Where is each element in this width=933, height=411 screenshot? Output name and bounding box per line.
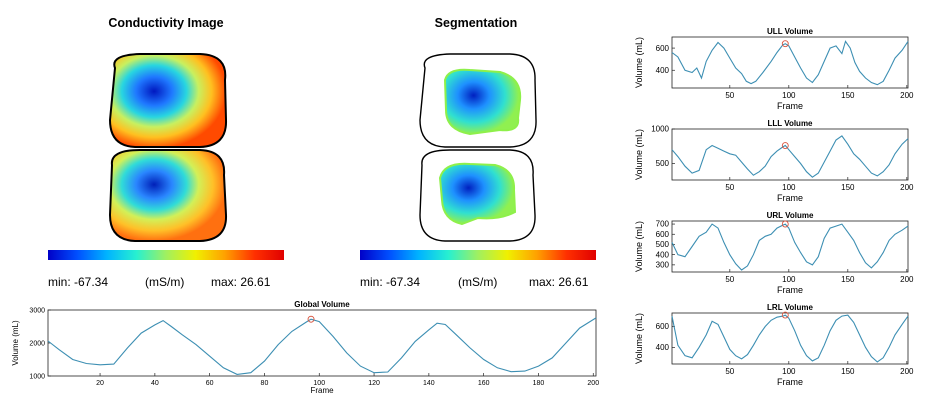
global-x-tick-label: 100: [313, 380, 325, 387]
global-x-tick-label: 80: [261, 380, 269, 387]
lll-chart-title: LLL Volume: [767, 119, 813, 128]
segmentation-colorbar: [360, 250, 596, 260]
lrl-chart-title: LRL Volume: [767, 303, 813, 312]
ull-y-tick-label: 600: [656, 44, 670, 53]
url-y-tick-label: 300: [656, 261, 670, 270]
ull-y-tick-label: 400: [656, 66, 670, 75]
url-x-tick-label: 150: [841, 275, 855, 284]
lrl-y-axis-label: Volume (mL): [634, 313, 644, 364]
global-chart-title: Global Volume: [294, 300, 350, 309]
conductivity-colorbar: [48, 250, 284, 260]
lrl-current-frame-marker: [781, 311, 789, 319]
url-y-tick-label: 600: [656, 230, 670, 239]
lrl-y-tick-label: 400: [656, 343, 670, 352]
global-x-axis-label: Frame: [310, 386, 334, 395]
url-plot-area: [671, 220, 909, 273]
lll-x-axis-label: Frame: [777, 193, 803, 203]
lrl-x-tick-label: 200: [900, 367, 914, 376]
lrl-x-tick-label: 100: [782, 367, 796, 376]
ull-x-tick-label: 150: [841, 91, 855, 100]
ull-x-tick-label: 200: [900, 91, 914, 100]
url-y-tick-label: 400: [656, 250, 670, 259]
global-x-tick-label: 140: [423, 380, 435, 387]
ull-chart-title: ULL Volume: [767, 27, 813, 36]
global-x-tick-label: 160: [478, 380, 490, 387]
url-y-axis-label: Volume (mL): [634, 221, 644, 272]
lrl-volume-chart: LRL Volume 50 100 150 200 400 600 Frame Volume (…: [634, 303, 914, 387]
global-volume-chart: Global Volume 20 40 60 80 100 120 140 160 180 200 1…: [11, 300, 599, 395]
global-x-tick-label: 180: [533, 380, 545, 387]
global-y-axis-label: Volume (mL): [11, 320, 20, 366]
url-y-tick-label: 500: [656, 240, 670, 249]
ull-x-tick-label: 100: [782, 91, 796, 100]
ull-current-frame-marker: [781, 40, 789, 48]
ull-y-axis-label: Volume (mL): [634, 37, 644, 88]
global-volume-line: [47, 317, 597, 375]
url-volume-line: [671, 223, 909, 271]
volume-charts: Global Volume 20 40 60 80 100 120 140 160 180 200 1…: [11, 27, 914, 395]
ull-x-axis-label: Frame: [777, 101, 803, 111]
url-current-frame-marker: [781, 220, 789, 228]
conductivity-unit-label: (mS/m): [145, 275, 184, 289]
url-y-tick-label: 700: [656, 220, 670, 229]
conductivity-min-label: min: -67.34: [48, 275, 108, 289]
global-x-tick-label: 200: [587, 380, 599, 387]
url-x-tick-label: 100: [782, 275, 796, 284]
global-x-tick-label: 40: [151, 380, 159, 387]
ull-x-tick-label: 50: [725, 91, 734, 100]
lrl-plot-area: [671, 312, 909, 365]
lll-x-tick-label: 50: [725, 183, 734, 192]
segmentation-title: Segmentation: [435, 16, 518, 30]
url-x-axis-label: Frame: [777, 285, 803, 295]
global-plot-area: [47, 309, 597, 377]
conductivity-max-label: max: 26.61: [211, 275, 271, 289]
global-y-tick-label: 1000: [29, 373, 45, 380]
global-x-tick-label: 60: [206, 380, 214, 387]
global-x-tick-label: 20: [96, 380, 104, 387]
lll-current-frame-marker: [781, 142, 789, 149]
segmentation-unit-label: (mS/m): [458, 275, 497, 289]
lrl-x-axis-label: Frame: [777, 377, 803, 387]
global-y-tick-label: 3000: [29, 307, 45, 314]
conductivity-title: Conductivity Image: [108, 16, 223, 30]
lll-volume-chart: LLL Volume 50 100 150 200 500 1000 Frame Volume …: [634, 119, 914, 203]
lll-x-tick-label: 100: [782, 183, 796, 192]
lll-x-tick-label: 200: [900, 183, 914, 192]
url-x-tick-label: 50: [725, 275, 734, 284]
lrl-x-tick-label: 50: [725, 367, 734, 376]
lrl-x-tick-label: 150: [841, 367, 855, 376]
ull-plot-area: [671, 36, 909, 89]
segmentation-image: [419, 53, 537, 242]
conductivity-image: [108, 53, 228, 242]
ull-volume-chart: ULL Volume 50 100 150 200 400 600 Frame Volume (…: [634, 27, 914, 111]
lll-y-tick-label: 1000: [651, 125, 669, 134]
global-x-tick-label: 120: [368, 380, 380, 387]
url-x-tick-label: 200: [900, 275, 914, 284]
lll-volume-line: [671, 135, 909, 178]
segmentation-min-label: min: -67.34: [360, 275, 420, 289]
segmentation-max-label: max: 26.61: [529, 275, 589, 289]
ull-volume-line: [671, 40, 909, 86]
global-y-tick-label: 2000: [29, 340, 45, 347]
lll-y-tick-label: 500: [656, 159, 670, 168]
url-chart-title: URL Volume: [767, 211, 814, 220]
lll-plot-area: [671, 128, 909, 181]
lrl-y-tick-label: 600: [656, 322, 670, 331]
lll-x-tick-label: 150: [841, 183, 855, 192]
lrl-volume-line: [671, 314, 909, 363]
global-current-frame-marker: [307, 315, 315, 323]
lll-y-axis-label: Volume (mL): [634, 129, 644, 180]
